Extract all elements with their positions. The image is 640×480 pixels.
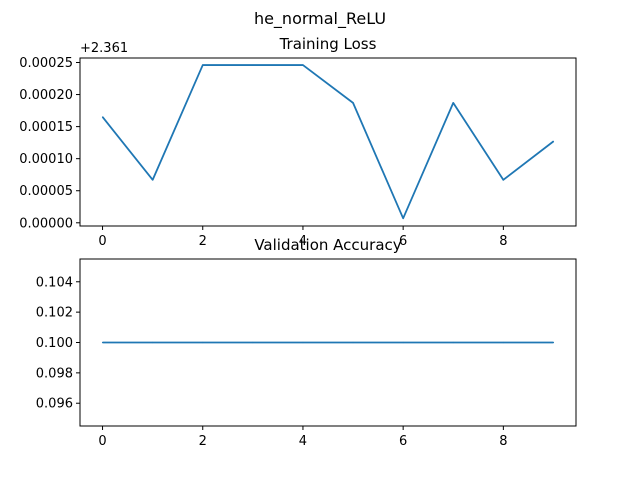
validation-accuracy-title: Validation Accuracy bbox=[254, 236, 401, 254]
training-loss-data-point bbox=[352, 102, 354, 104]
validation-accuracy-data-point bbox=[302, 341, 304, 344]
validation-accuracy-data-point bbox=[452, 341, 454, 344]
validation-accuracy-y-tick-label: 0.100 bbox=[36, 336, 73, 351]
training-loss-axes-frame bbox=[79, 57, 577, 227]
validation-accuracy-data-point bbox=[202, 341, 204, 344]
training-loss-y-tick-label: 0.00020 bbox=[19, 88, 73, 103]
validation-accuracy-data-point bbox=[502, 341, 504, 344]
training-loss-y-tick-label: 0.00005 bbox=[19, 184, 73, 199]
training-loss-y-tick-label: 0.00015 bbox=[19, 120, 73, 135]
validation-accuracy-axes: 0 2 4 6 8 0.096 0.098 0.100 0.102 0.104 Validation… bbox=[36, 236, 577, 449]
validation-accuracy-x-tick-label: 0 bbox=[98, 434, 106, 449]
validation-accuracy-x-tick-label: 2 bbox=[199, 434, 207, 449]
training-loss-data-point bbox=[152, 179, 154, 181]
training-loss-data-point bbox=[502, 179, 504, 181]
training-loss-data-point bbox=[202, 64, 204, 66]
training-loss-title: Training Loss bbox=[279, 35, 377, 53]
training-loss-x-tick-label: 0 bbox=[98, 234, 106, 249]
training-loss-x-tick-label: 6 bbox=[399, 234, 407, 249]
training-loss-data-point bbox=[452, 102, 454, 104]
training-loss-x-tick-label: 4 bbox=[299, 234, 307, 249]
training-loss-data-point bbox=[402, 217, 404, 219]
figure-suptitle: he_normal_ReLU bbox=[254, 9, 386, 29]
validation-accuracy-y-tick-label: 0.104 bbox=[36, 275, 73, 290]
validation-accuracy-data-point bbox=[552, 341, 555, 344]
validation-accuracy-y-tick-label: 0.096 bbox=[36, 397, 73, 412]
validation-accuracy-data-point bbox=[152, 341, 154, 344]
validation-accuracy-x-tick-label: 8 bbox=[499, 434, 507, 449]
validation-accuracy-x-tick-label: 6 bbox=[399, 434, 407, 449]
training-loss-data-point bbox=[252, 64, 254, 66]
validation-accuracy-data-point bbox=[402, 341, 404, 344]
training-loss-x-tick-label: 2 bbox=[199, 234, 207, 249]
validation-accuracy-data-point bbox=[352, 341, 354, 344]
training-loss-data-point bbox=[552, 140, 555, 142]
training-loss-x-tick-label: 8 bbox=[499, 234, 507, 249]
training-loss-y-tick-label: 0.00025 bbox=[19, 56, 73, 71]
training-loss-y-offset-label: +2.361 bbox=[80, 41, 128, 56]
training-loss-axes: 0 2 4 6 8 0.00000 0.00005 0.00010 0.00015 0.00020… bbox=[19, 35, 577, 249]
validation-accuracy-data-point bbox=[252, 341, 254, 344]
validation-accuracy-y-tick-label: 0.098 bbox=[36, 366, 73, 381]
training-loss-y-tick-label: 0.00010 bbox=[19, 152, 73, 167]
training-loss-data-point bbox=[101, 116, 104, 118]
validation-accuracy-x-tick-label: 4 bbox=[299, 434, 307, 449]
training-loss-y-tick-label: 0.00000 bbox=[19, 216, 73, 231]
validation-accuracy-data-point bbox=[101, 341, 104, 344]
validation-accuracy-y-tick-label: 0.102 bbox=[36, 306, 73, 321]
training-loss-data-point bbox=[302, 64, 304, 66]
training-loss-series-line bbox=[101, 64, 554, 220]
